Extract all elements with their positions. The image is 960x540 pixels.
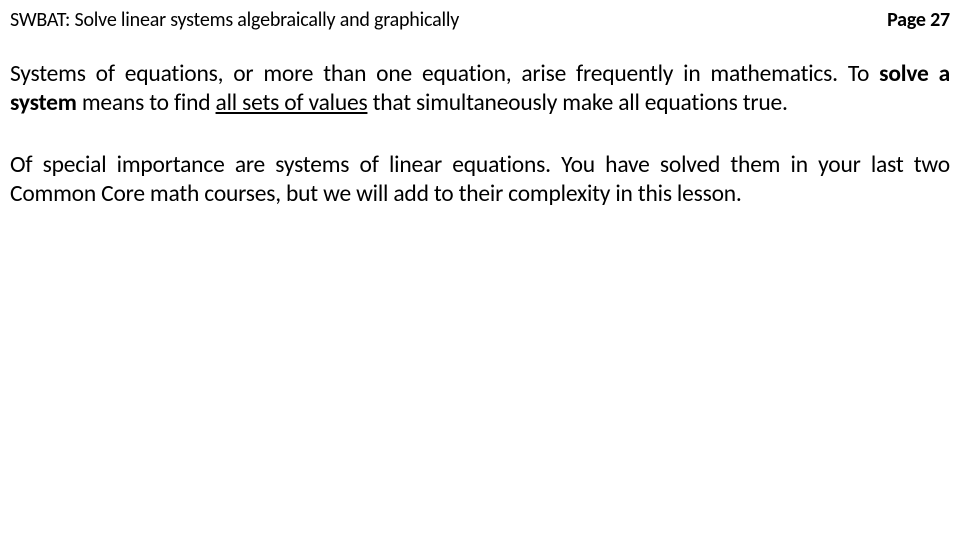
page-label: Page bbox=[887, 8, 926, 32]
p2-text: Of special importance are systems of lin… bbox=[10, 151, 950, 208]
page-header: SWBAT: Solve linear systems algebraicall… bbox=[10, 8, 950, 32]
page-body: Systems of equations, or more than one e… bbox=[10, 60, 950, 209]
p1-underline: all sets of values bbox=[216, 89, 368, 117]
page-root: SWBAT: Solve linear systems algebraicall… bbox=[0, 0, 960, 540]
page-number-value: 27 bbox=[930, 8, 950, 32]
p1-text-a: Systems of equations, or more than one e… bbox=[10, 60, 879, 88]
swbat-line: SWBAT: Solve linear systems algebraicall… bbox=[10, 8, 459, 32]
paragraph-1: Systems of equations, or more than one e… bbox=[10, 60, 950, 117]
swbat-text: Solve linear systems algebraically and g… bbox=[74, 8, 459, 32]
swbat-label: SWBAT: bbox=[10, 8, 70, 32]
p1-text-c: that simultaneously make all equations t… bbox=[367, 89, 787, 117]
p1-text-b: means to find bbox=[77, 89, 216, 117]
paragraph-2: Of special importance are systems of lin… bbox=[10, 151, 950, 208]
page-number: Page 27 bbox=[887, 8, 950, 32]
